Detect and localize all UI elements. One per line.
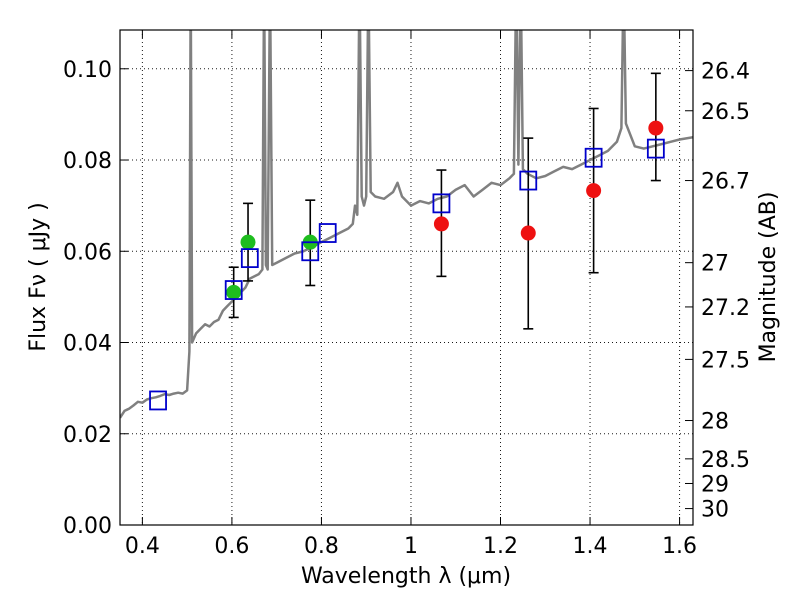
marker-layer <box>149 120 665 411</box>
y-axis-label: Flux Fν ( μJy ) <box>26 202 51 351</box>
spectrum-layer <box>120 30 693 419</box>
green-data-point <box>240 234 256 250</box>
y-tick-label: 0.10 <box>63 58 112 83</box>
magnitude-tick-label: 27 <box>701 252 729 277</box>
axis-ticks <box>120 30 693 526</box>
axis-tick-labels: 0.4 0.6 0.8 1 1.2 1.4 1.6 0.00 0.02 0.04 0.06 0.08 0… <box>63 58 750 559</box>
magnitude-tick-label: 28.5 <box>701 448 750 473</box>
model-band-square <box>646 138 665 159</box>
y-tick-label: 0.04 <box>63 332 112 357</box>
x-tick-label: 0.6 <box>214 534 249 559</box>
y2-axis-label: Magnitude (AB) <box>756 192 781 363</box>
x-tick-label: 1 <box>404 534 418 559</box>
plot-frame <box>119 29 694 526</box>
magnitude-tick-label: 26.5 <box>701 100 750 125</box>
model-band-square <box>149 390 167 411</box>
red-data-point <box>586 183 602 199</box>
magnitude-tick-label: 27.5 <box>701 348 750 373</box>
model-band-square <box>432 193 451 214</box>
y-tick-label: 0.00 <box>63 514 112 539</box>
green-data-point <box>226 284 242 300</box>
model-band-square <box>240 248 259 269</box>
magnitude-tick-label: 26.7 <box>701 170 750 195</box>
grid-lines <box>120 30 693 526</box>
y-tick-label: 0.02 <box>63 423 112 448</box>
red-data-point <box>520 225 536 241</box>
model-band-square <box>318 223 337 243</box>
magnitude-tick-label: 29 <box>701 472 729 497</box>
x-tick-label: 1.2 <box>483 534 518 559</box>
y-tick-label: 0.06 <box>63 240 112 265</box>
y-tick-label: 0.08 <box>63 149 112 174</box>
model-spectrum-line <box>120 30 693 419</box>
magnitude-tick-label: 27.2 <box>701 296 750 321</box>
magnitude-tick-label: 30 <box>701 498 729 523</box>
model-band-square <box>519 170 538 191</box>
model-band-square <box>584 147 603 168</box>
red-data-point <box>433 216 449 232</box>
magnitude-tick-label: 26.4 <box>701 60 750 85</box>
x-tick-label: 1.4 <box>573 534 608 559</box>
x-tick-label: 0.8 <box>304 534 339 559</box>
x-tick-label: 0.4 <box>125 534 160 559</box>
model-band-square <box>224 280 243 300</box>
x-tick-label: 1.6 <box>662 534 697 559</box>
x-axis-label: Wavelength λ (μm) <box>301 564 511 589</box>
magnitude-tick-label: 28 <box>701 410 729 435</box>
red-data-point <box>648 120 664 136</box>
model-band-square <box>301 241 320 262</box>
